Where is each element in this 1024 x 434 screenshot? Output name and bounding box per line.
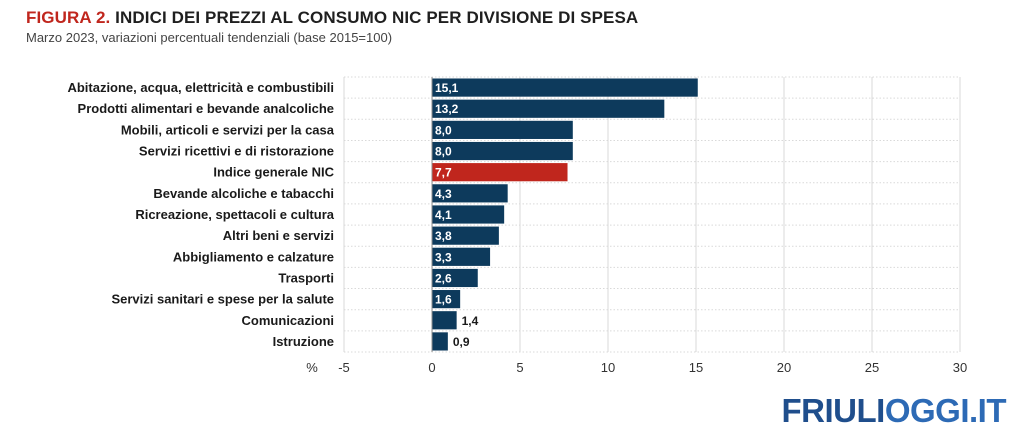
friulioggi-logo: FRIULIOGGI.IT — [782, 392, 1007, 430]
bar — [432, 332, 448, 351]
logo-part-oggi: OGGI.IT — [884, 392, 1007, 429]
category-label: Abitazione, acqua, elettricità e combust… — [67, 80, 334, 95]
chart-title-text: INDICI DEI PREZZI AL CONSUMO NIC PER DIV… — [115, 8, 639, 27]
category-label: Prodotti alimentari e bevande analcolich… — [78, 101, 334, 116]
value-label: 4,1 — [435, 208, 452, 222]
x-tick-label: 5 — [516, 360, 523, 375]
value-label: 3,3 — [435, 250, 452, 264]
chart-title: FIGURA 2. INDICI DEI PREZZI AL CONSUMO N… — [26, 8, 638, 28]
x-tick-label: 20 — [777, 360, 791, 375]
category-label: Indice generale NIC — [213, 165, 334, 180]
bar — [432, 141, 573, 161]
category-label: Bevande alcoliche e tabacchi — [153, 186, 334, 201]
value-label: 1,4 — [462, 314, 479, 328]
category-label: Abbigliamento e calzature — [173, 249, 334, 264]
x-tick-label: -5 — [338, 360, 350, 375]
value-label: 1,6 — [435, 293, 452, 307]
category-label: Servizi ricettivi e di ristorazione — [139, 144, 334, 159]
value-label: 13,2 — [435, 102, 459, 116]
x-tick-label: 25 — [865, 360, 879, 375]
bar — [432, 290, 461, 309]
value-label: 0,9 — [453, 335, 470, 349]
logo-part-friuli: FRIULI — [781, 392, 886, 429]
x-axis-label: % — [306, 360, 318, 375]
bar — [432, 226, 499, 245]
x-tick-label: 0 — [428, 360, 435, 375]
category-label: Comunicazioni — [242, 313, 334, 328]
x-tick-label: 30 — [953, 360, 967, 375]
bar — [432, 205, 505, 224]
value-label: 7,7 — [435, 166, 452, 180]
chart-subtitle: Marzo 2023, variazioni percentuali tende… — [26, 30, 393, 45]
category-label: Servizi sanitari e spese per la salute — [111, 292, 334, 307]
bar — [432, 163, 568, 182]
value-label: 2,6 — [435, 271, 452, 285]
category-label: Istruzione — [273, 334, 334, 349]
x-tick-label: 10 — [601, 360, 615, 375]
value-label: 15,1 — [435, 81, 459, 95]
bar — [432, 184, 508, 203]
category-label: Altri beni e servizi — [223, 228, 334, 243]
bar — [432, 120, 573, 139]
value-label: 8,0 — [435, 123, 452, 137]
bar — [432, 268, 478, 288]
bar — [432, 99, 665, 118]
figure-label: FIGURA 2. — [26, 8, 111, 27]
category-label: Ricreazione, spettacoli e cultura — [135, 207, 334, 222]
chart-header: FIGURA 2. INDICI DEI PREZZI AL CONSUMO N… — [26, 8, 638, 45]
category-label: Mobili, articoli e servizi per la casa — [121, 122, 335, 137]
value-label: 3,8 — [435, 229, 452, 243]
value-label: 8,0 — [435, 145, 452, 159]
value-label: 4,3 — [435, 187, 452, 201]
bar — [432, 78, 698, 97]
category-label: Trasporti — [278, 270, 334, 285]
bar — [432, 311, 457, 330]
x-tick-label: 15 — [689, 360, 703, 375]
bar — [432, 247, 491, 266]
